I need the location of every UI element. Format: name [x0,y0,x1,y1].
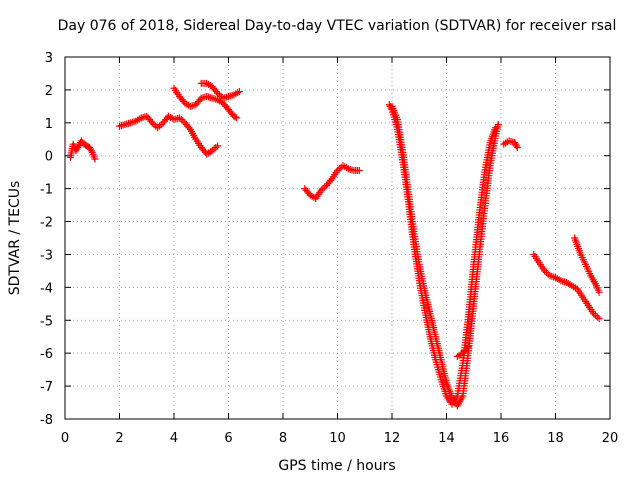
y-tick-labels: 3 2 1 0 -1 -2 -3 -4 -5 -6 -7 -8 [40,51,53,428]
x-tick-label: 2 [115,431,123,446]
y-tick-label: 1 [45,117,53,132]
data-point-dense [463,344,471,352]
data-point-dense [327,176,335,184]
data-point [214,142,222,150]
series-arc-10 [530,250,603,323]
chart-title: Day 076 of 2018, Sidereal Day-to-day VTE… [58,18,617,34]
x-tick-label: 12 [384,431,401,446]
x-tick-label: 18 [547,431,564,446]
data-point [513,144,521,151]
data-point-dense [512,142,520,150]
y-tick-label: -5 [40,314,53,329]
x-axis-title: GPS time / hours [278,458,395,474]
series-arc-8 [453,343,472,360]
data-point [91,155,99,163]
x-tick-label: 4 [170,431,178,446]
x-tick-label: 14 [438,431,455,446]
x-tick-label: 0 [61,431,69,446]
x-tick-label: 6 [224,431,232,446]
series-arc-3 [170,84,241,122]
data-point [235,88,243,96]
series-arc-4 [197,79,243,102]
data-point [595,288,603,296]
data-point [595,315,603,323]
x-tick-label: 16 [493,431,510,446]
y-tick-label: -1 [40,183,53,198]
y-tick-label: -3 [40,248,53,263]
series-arc-2 [116,112,222,158]
y-tick-label: 2 [45,84,53,99]
series-arc-5 [301,162,363,203]
y-tick-label: 3 [45,51,53,66]
series-arc-7 [388,102,502,410]
data-point-dense [212,88,220,96]
data-point-dense [231,113,239,121]
data-series [66,79,603,410]
data-point [464,343,472,351]
data-point [494,120,502,128]
data-point-dense [185,124,193,132]
data-point-dense [147,117,155,125]
series-arc-1 [66,137,99,163]
series-arc-9 [500,137,521,151]
y-tick-label: -2 [40,216,53,231]
x-tick-label: 10 [329,431,346,446]
series-arc-11 [571,234,603,296]
y-tick-label: -7 [40,380,53,395]
y-tick-label: -6 [40,347,53,362]
data-point [355,167,363,175]
data-point-dense [87,147,95,155]
x-tick-label: 8 [279,431,287,446]
plot-frame [64,56,611,420]
y-axis-title: SDTVAR / TECUs [7,181,23,296]
y-tick-label: -4 [40,281,53,296]
x-tick-label: 20 [602,431,619,446]
y-tick-label: 0 [45,150,53,165]
data-point [233,114,241,122]
grid [65,57,610,419]
x-tick-labels: 0 2 4 6 8 10 12 14 16 18 20 [61,431,618,446]
y-tick-label: -8 [40,413,53,428]
